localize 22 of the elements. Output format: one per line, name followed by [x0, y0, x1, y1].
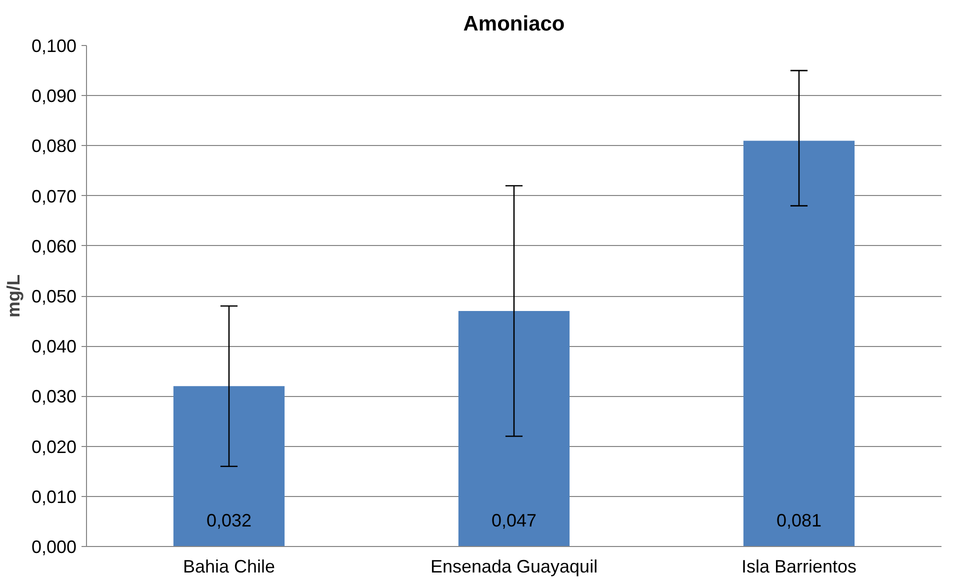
- data-label: 0,047: [491, 510, 537, 530]
- y-tick-label: 0,070: [31, 186, 77, 206]
- y-tick-label: 0,080: [31, 136, 77, 156]
- y-tick-label: 0,090: [31, 86, 77, 106]
- x-tick-label: Isla Barrientos: [741, 556, 857, 576]
- data-label: 0,081: [776, 510, 822, 530]
- chart-title: Amoniaco: [463, 12, 565, 36]
- y-tick-label: 0,020: [31, 436, 77, 457]
- y-tick-label: 0,040: [31, 336, 77, 357]
- bar: [743, 140, 855, 546]
- bar: [173, 386, 285, 546]
- bar: [458, 311, 570, 546]
- y-tick-label: 0,000: [31, 537, 77, 557]
- data-label: 0,032: [206, 510, 252, 530]
- x-tick-label: Ensenada Guayaquil: [430, 556, 598, 576]
- y-axis-title: mg/L: [3, 274, 24, 318]
- x-tick-label: Bahia Chile: [182, 556, 276, 576]
- y-tick-label: 0,100: [31, 36, 77, 56]
- y-tick-label: 0,010: [31, 486, 77, 507]
- y-tick-label: 0,030: [31, 386, 77, 407]
- y-tick-label: 0,050: [31, 286, 77, 306]
- y-tick-label: 0,060: [31, 236, 77, 256]
